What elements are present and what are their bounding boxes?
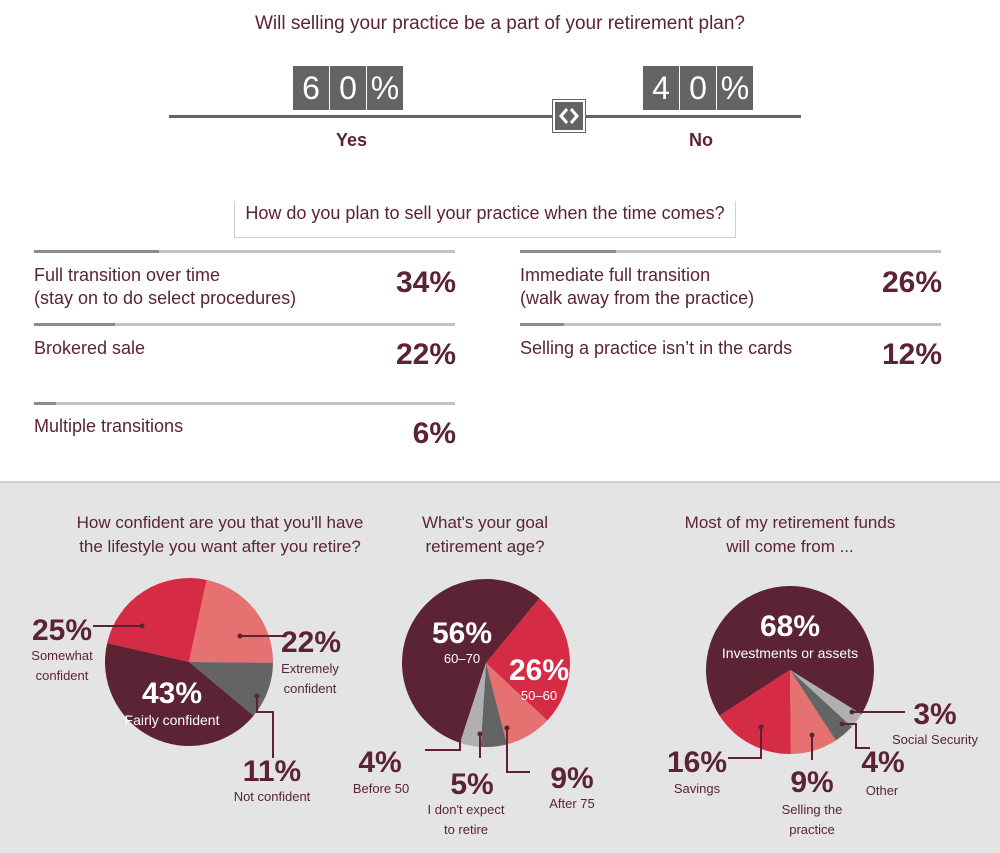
- pie1-title-line1: How confident are you that you'll have: [76, 513, 364, 532]
- pie3-slice: [719, 670, 791, 754]
- option-bar-fill: [34, 250, 159, 253]
- pie3-slice: [790, 670, 862, 727]
- pie3-title: Most of my retirement funds will come fr…: [640, 511, 940, 559]
- option-percent: 34%: [395, 266, 456, 299]
- pie1-pct: 43%: [142, 677, 202, 710]
- no-digit-3: %: [717, 66, 753, 110]
- option-label: Full transition over time (stay on to do…: [34, 264, 296, 310]
- pie2-label: Before 50: [353, 781, 409, 796]
- no-label: No: [689, 130, 713, 150]
- yes-digit-1: 6: [293, 66, 329, 110]
- pie1-slice: [105, 643, 254, 747]
- option-percent: 26%: [881, 266, 942, 299]
- pie2-slice: [486, 598, 570, 721]
- yes-label: Yes: [336, 130, 368, 150]
- pie3-label: Social Security: [892, 732, 978, 747]
- pie3-label: Savings: [674, 781, 721, 796]
- pie3-pct: 9%: [790, 766, 833, 799]
- option-bar-fill: [34, 323, 115, 326]
- question2-title: How do you plan to sell your practice wh…: [245, 203, 725, 223]
- pie3-pct: 16%: [667, 746, 727, 779]
- pie1-pct: 11%: [243, 755, 301, 788]
- pie2-title-line2: retirement age?: [425, 537, 545, 556]
- pie2-leader: [425, 728, 461, 751]
- pie2-label: After 75: [549, 796, 595, 811]
- pie2-pct: 5%: [450, 768, 493, 801]
- pie1-title: How confident are you that you'll have t…: [30, 511, 410, 559]
- pie1-leader: [256, 696, 274, 758]
- pie1-slice: [107, 578, 207, 662]
- pie3-label: Other: [866, 783, 899, 798]
- pie1-label: Somewhat: [31, 648, 93, 663]
- pie3-pct: 4%: [861, 746, 904, 779]
- pie3-label: Investments or assets: [722, 645, 858, 661]
- pie2-title: What's your goal retirement age?: [340, 511, 630, 559]
- split-marker-icon: [553, 100, 585, 132]
- pie3-slice: [790, 670, 852, 741]
- option-label: Brokered sale: [34, 338, 146, 358]
- pie2-label: to retire: [444, 822, 488, 837]
- question2-frame: [234, 201, 736, 238]
- option-label: Immediate full transition (walk away fro…: [520, 264, 754, 310]
- pie1-label: Extremely: [281, 661, 339, 676]
- option-label-line2: (walk away from the practice): [520, 288, 755, 308]
- yes-digit-3: %: [367, 66, 403, 110]
- pie1-label: Not confident: [234, 789, 311, 804]
- pie1-pct: 25%: [32, 614, 92, 647]
- option-label-line2: (stay on to do select procedures): [34, 288, 297, 308]
- pie2-label: 60–70: [444, 651, 480, 666]
- no-digit-1: 4: [643, 66, 679, 110]
- pie2-pct: 56%: [432, 617, 492, 650]
- option-bar-fill: [520, 323, 565, 326]
- pie2-pct: 26%: [509, 654, 569, 687]
- pie2-title-line1: What's your goal: [421, 513, 549, 532]
- pie2-slice: [401, 579, 540, 743]
- option-bar-fill: [34, 402, 57, 405]
- option-label-line1: Full transition over time: [34, 265, 221, 285]
- pie1-title-line2: the lifestyle you want after you retire?: [79, 537, 361, 556]
- option-percent: 6%: [412, 417, 456, 450]
- pie3-slice: [706, 586, 874, 716]
- pie2-label: I don't expect: [428, 802, 505, 817]
- option-bar: [34, 402, 455, 405]
- pie2-slice: [486, 663, 548, 745]
- pie3-leader: [842, 723, 870, 749]
- option-bar: [520, 250, 941, 253]
- pie1-pct: 22%: [281, 626, 341, 659]
- pie3-pct: 68%: [760, 610, 820, 643]
- pie2-pct: 9%: [550, 762, 593, 795]
- option-label: Multiple transitions: [34, 416, 184, 436]
- pie2-slice: [480, 663, 507, 747]
- option-bar-fill: [520, 250, 616, 253]
- option-bar: [520, 323, 941, 326]
- option-label-line1: Immediate full transition: [520, 265, 711, 285]
- pie3-label: practice: [789, 822, 835, 837]
- pie3-slice: [790, 670, 836, 754]
- pie2-leader: [506, 728, 530, 773]
- pie3-label: Selling the: [782, 802, 843, 817]
- pie3-title-line1: Most of my retirement funds: [684, 513, 896, 532]
- option-percent: 22%: [395, 338, 456, 371]
- question1-title: Will selling your practice be a part of …: [254, 13, 745, 34]
- option-bar: [34, 323, 455, 326]
- option-bar: [34, 250, 455, 253]
- yes-no-divider-line: [169, 115, 801, 118]
- option-percent: 12%: [881, 338, 942, 371]
- yes-digit-2: 0: [330, 66, 366, 110]
- option-label: Selling a practice isn’t in the cards: [520, 338, 793, 358]
- pie1-label: confident: [284, 681, 337, 696]
- pie3-pct: 3%: [913, 698, 956, 731]
- pie3-leader: [728, 727, 762, 759]
- pie1-slice: [189, 662, 273, 716]
- pie1-label: Fairly confident: [125, 712, 220, 728]
- pie2-slice: [460, 663, 486, 747]
- pie1-label: confident: [36, 668, 89, 683]
- pie2-pct: 4%: [358, 746, 401, 779]
- pie1-slice: [189, 579, 274, 663]
- no-digit-2: 0: [680, 66, 716, 110]
- pie3-title-line2: will come from ...: [726, 537, 854, 556]
- pie2-label: 50–60: [521, 688, 557, 703]
